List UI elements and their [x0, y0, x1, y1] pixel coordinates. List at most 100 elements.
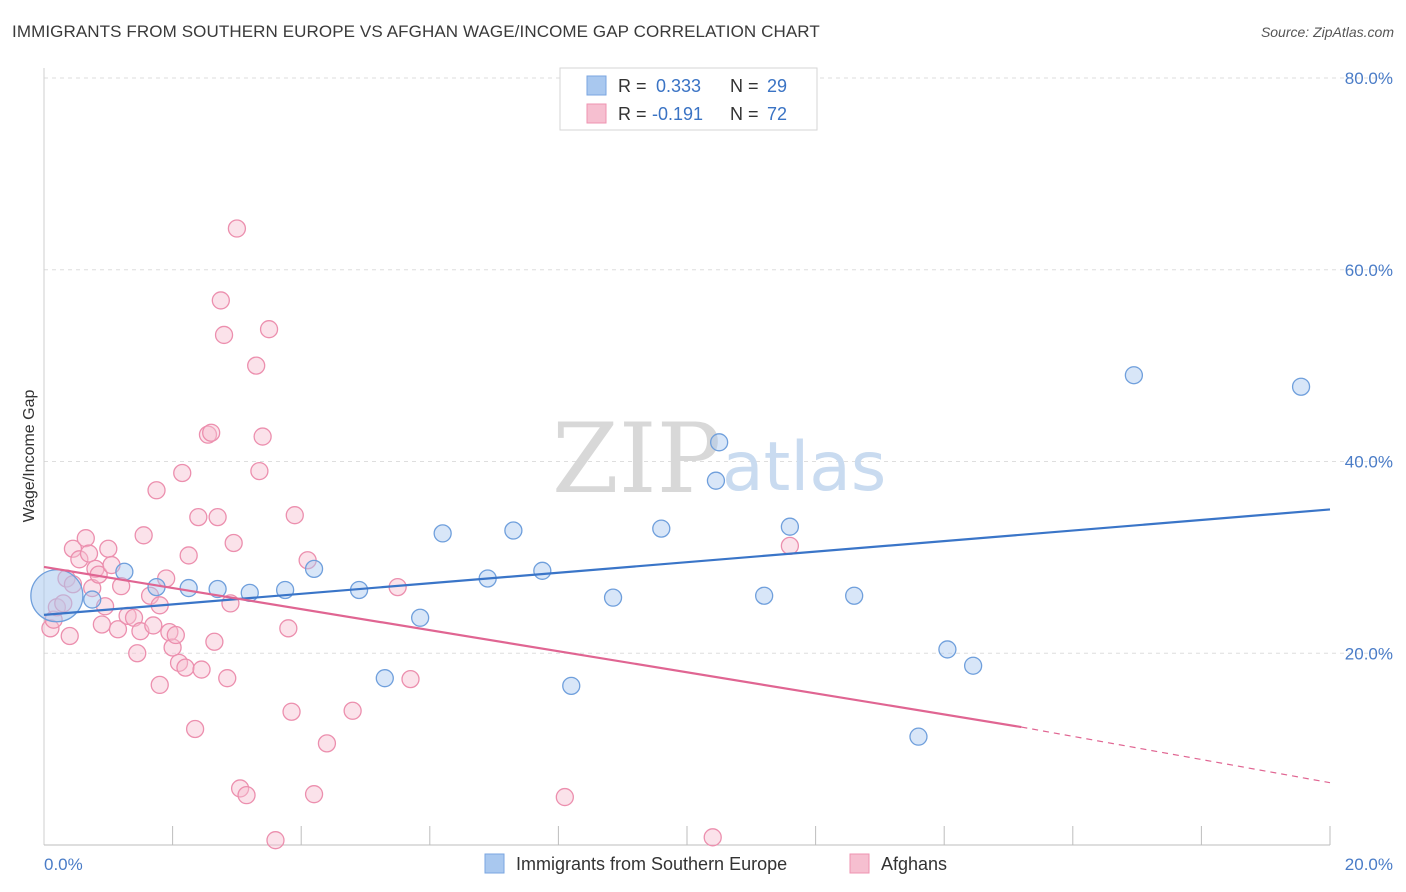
point-afghans: [285, 506, 304, 525]
point-southern-europe: [710, 433, 729, 452]
point-southern-europe: [706, 471, 726, 490]
point-southern-europe: [411, 608, 430, 627]
point-afghans: [202, 423, 221, 442]
point-southern-europe: [115, 562, 134, 581]
point-afghans: [76, 529, 95, 548]
x-tick-labels: 0.0% 20.0%: [44, 855, 1393, 874]
trend-line-southern-europe: [43, 508, 1331, 616]
x-tick-label-min: 0.0%: [44, 855, 83, 874]
point-southern-europe: [845, 586, 864, 605]
point-afghans: [198, 425, 218, 444]
point-afghans: [555, 787, 574, 807]
y-tick-label: 40.0%: [1345, 453, 1393, 472]
trend-line-afghans: [43, 565, 1022, 729]
legend-swatch-southern-europe: [586, 75, 607, 96]
point-afghans: [176, 658, 195, 677]
point-afghans: [343, 701, 362, 720]
point-afghans: [253, 427, 272, 446]
point-afghans: [208, 507, 227, 527]
point-afghans: [166, 625, 185, 645]
series-legend-label-afghans: Afghans: [881, 854, 947, 874]
point-southern-europe: [963, 656, 983, 675]
point-afghans: [237, 785, 256, 805]
point-afghans: [230, 779, 250, 798]
series-legend-swatch-southern-europe: [484, 853, 505, 874]
point-afghans: [92, 615, 112, 634]
point-southern-europe: [755, 586, 774, 605]
y-tick-label: 80.0%: [1345, 69, 1393, 88]
point-southern-europe: [83, 590, 102, 609]
point-southern-europe: [909, 727, 928, 746]
legend-swatch-afghans: [586, 103, 607, 124]
point-afghans: [247, 356, 266, 375]
watermark-atlas: atlas: [722, 428, 886, 507]
grid-lines: [44, 77, 1392, 654]
legend-r-label-southern-europe: R =: [618, 76, 647, 96]
point-afghans: [703, 828, 722, 847]
point-afghans: [173, 463, 192, 483]
point-southern-europe: [533, 561, 552, 580]
y-axis-label: Wage/Income Gap: [21, 390, 38, 523]
point-southern-europe: [208, 579, 227, 599]
point-afghans: [192, 660, 211, 679]
series-legend-swatch-afghans: [849, 853, 870, 874]
legend-r-value-southern-europe: 0.333: [656, 76, 701, 96]
point-afghans: [401, 669, 420, 689]
point-afghans: [99, 539, 118, 558]
source-label: Source: ZipAtlas.com: [1260, 24, 1394, 40]
point-afghans: [150, 675, 169, 695]
axes: [43, 68, 1331, 846]
point-afghans: [189, 507, 208, 527]
point-afghans: [108, 620, 128, 639]
point-afghans: [227, 219, 247, 238]
point-southern-europe: [652, 519, 671, 538]
point-southern-europe: [304, 559, 324, 579]
series-legend: Immigrants from Southern Europe Afghans: [484, 853, 947, 874]
point-southern-europe: [433, 524, 452, 543]
data-points: [30, 219, 1311, 850]
point-afghans: [205, 632, 224, 651]
series-legend-label-southern-europe: Immigrants from Southern Europe: [516, 854, 787, 874]
legend-r-label-afghans: R =: [618, 104, 647, 124]
point-afghans: [250, 461, 269, 481]
point-afghans: [317, 734, 337, 753]
point-afghans: [259, 320, 279, 339]
legend-n-value-afghans: 72: [767, 104, 787, 124]
point-afghans: [134, 526, 153, 545]
point-afghans: [218, 669, 237, 688]
point-southern-europe: [1124, 366, 1144, 385]
correlation-legend: R = 0.333 N = 29 R = -0.191 N = 72: [559, 67, 818, 131]
legend-r-value-afghans: -0.191: [652, 104, 703, 124]
trend-lines: [43, 508, 1331, 784]
point-southern-europe: [938, 640, 957, 659]
point-afghans: [211, 291, 230, 310]
point-southern-europe: [562, 676, 581, 695]
point-afghans: [70, 550, 89, 569]
point-afghans: [185, 719, 205, 739]
watermark-zip: ZIP: [552, 403, 721, 515]
point-afghans: [279, 619, 298, 638]
legend-n-label-afghans: N =: [730, 104, 759, 124]
point-afghans: [224, 533, 243, 553]
legend-n-value-southern-europe: 29: [767, 76, 787, 96]
point-afghans: [179, 546, 198, 565]
watermark: ZIP atlas: [552, 403, 886, 515]
point-southern-europe: [375, 669, 394, 688]
point-southern-europe: [603, 588, 623, 607]
point-afghans: [304, 785, 324, 804]
point-afghans: [780, 536, 800, 556]
point-afghans: [214, 325, 234, 345]
point-southern-europe: [504, 521, 523, 540]
point-afghans: [128, 644, 147, 663]
point-afghans: [144, 616, 163, 635]
point-afghans: [282, 702, 301, 721]
point-afghans: [60, 626, 79, 646]
chart-title: IMMIGRANTS FROM SOUTHERN EUROPE VS AFGHA…: [12, 22, 820, 41]
point-southern-europe: [179, 578, 198, 598]
point-afghans: [112, 576, 131, 596]
y-tick-label: 60.0%: [1345, 261, 1393, 280]
point-southern-europe: [1291, 377, 1311, 396]
point-afghans: [147, 481, 166, 500]
y-tick-label: 20.0%: [1345, 644, 1393, 663]
